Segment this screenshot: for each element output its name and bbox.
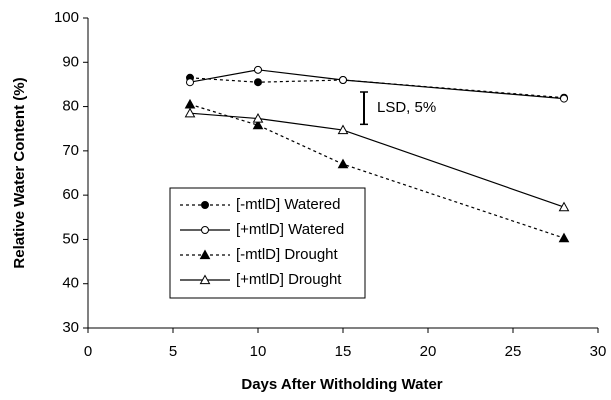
y-tick-label: 50 — [62, 230, 79, 247]
y-tick-label: 30 — [62, 319, 79, 336]
y-tick-label: 70 — [62, 142, 79, 159]
y-axis-title: Relative Water Content (%) — [11, 77, 28, 268]
data-point — [184, 107, 196, 118]
legend-label: [+mtlD] Drought — [236, 271, 342, 288]
data-point — [186, 78, 194, 87]
y-tick-label: 60 — [62, 186, 79, 203]
data-point — [560, 94, 568, 103]
lsd-label: LSD, 5% — [377, 99, 436, 116]
x-tick-label: 0 — [84, 343, 92, 360]
x-tick-label: 10 — [250, 343, 267, 360]
series-line — [189, 69, 565, 100]
data-point — [337, 124, 349, 135]
legend-label: [-mtlD] Drought — [236, 246, 339, 263]
data-point — [254, 78, 262, 87]
y-tick-label: 90 — [62, 53, 79, 70]
data-point — [339, 76, 347, 84]
x-axis-title: Days After Witholding Water — [241, 376, 442, 393]
data-point — [252, 119, 264, 130]
x-tick-label: 25 — [505, 343, 522, 360]
x-tick-label: 30 — [590, 343, 607, 360]
data-point — [252, 112, 264, 123]
data-point — [184, 98, 196, 109]
legend-marker — [199, 249, 211, 260]
legend-label: [+mtlD] Watered — [236, 221, 344, 238]
x-tick-label: 20 — [420, 343, 437, 360]
x-tick-label: 15 — [335, 343, 352, 360]
y-tick-label: 100 — [54, 9, 79, 26]
series-line — [189, 112, 565, 208]
legend-label: [-mtlD] Watered — [236, 196, 340, 213]
data-point — [337, 158, 349, 169]
data-point — [558, 201, 570, 212]
legend-marker — [201, 201, 209, 209]
data-point — [254, 65, 262, 74]
y-tick-label: 80 — [62, 98, 79, 115]
x-tick-label: 5 — [169, 343, 177, 360]
legend-marker — [201, 226, 209, 234]
y-tick-label: 40 — [62, 275, 79, 292]
data-point — [558, 232, 570, 243]
legend-marker — [199, 274, 211, 285]
series-line — [189, 77, 565, 99]
